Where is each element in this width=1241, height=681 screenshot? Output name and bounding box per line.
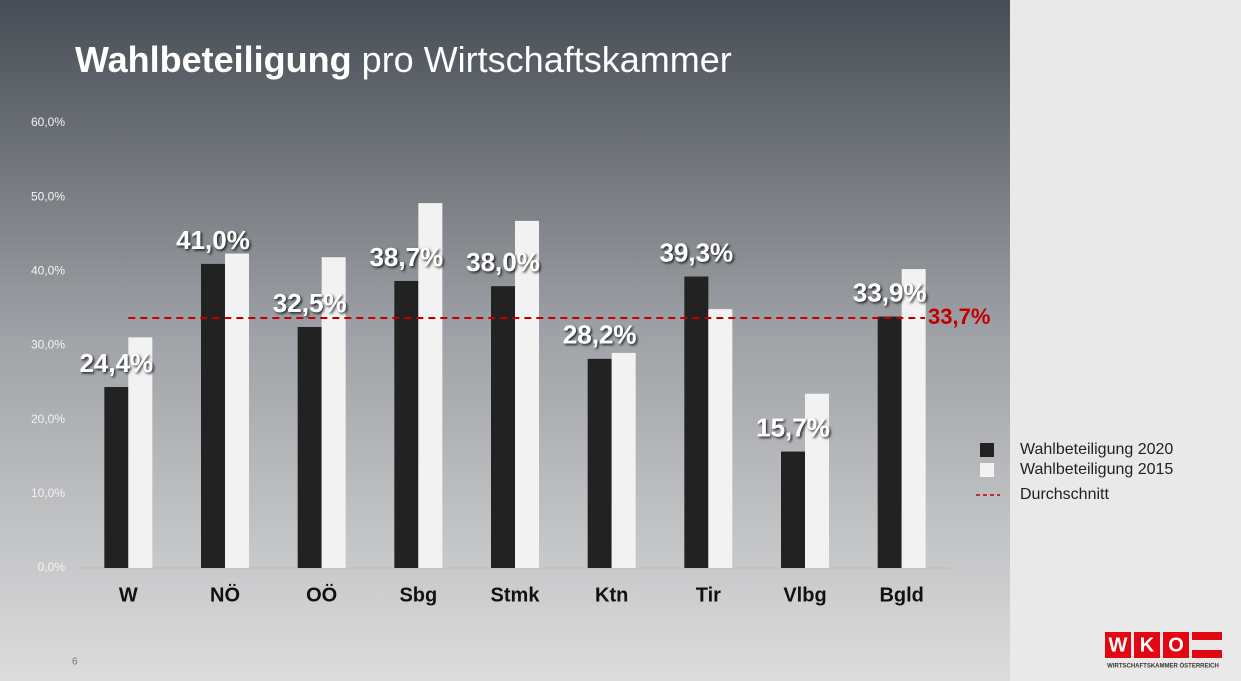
data-label: 41,0%: [176, 225, 250, 255]
bar: [321, 257, 346, 568]
bar: [394, 280, 419, 568]
legend-label: Wahlbeteiligung 2015: [1020, 461, 1173, 478]
data-label: 39,3%: [659, 237, 733, 267]
data-label: 38,7%: [369, 242, 443, 272]
bar: [877, 316, 902, 568]
legend-label: Durchschnitt: [1020, 486, 1109, 503]
data-label: 38,0%: [466, 247, 540, 277]
average-label: 33,7%: [928, 304, 990, 329]
bar: [225, 253, 249, 569]
x-tick-label: Ktn: [595, 584, 628, 606]
x-tick-label: Tir: [696, 584, 721, 606]
bar: [515, 220, 539, 568]
y-tick-label: 10,0%: [31, 486, 65, 500]
data-label: 28,2%: [563, 320, 637, 350]
logo-box: [1163, 632, 1189, 658]
y-tick-label: 40,0%: [31, 264, 65, 278]
logo-text: WIRTSCHAFTSKAMMER ÖSTERREICH: [1107, 663, 1219, 670]
title-rest: pro Wirtschaftskammer: [362, 39, 732, 80]
bar: [901, 269, 926, 568]
bar: [104, 387, 129, 568]
bar: [684, 276, 709, 568]
logo: W K O WIRTSCHAFTSKAMMER ÖSTERREICH: [1105, 632, 1222, 670]
data-label: 15,7%: [756, 412, 830, 442]
logo-box: [1105, 632, 1131, 658]
data-label: 32,5%: [273, 288, 347, 318]
x-tick-label: W: [119, 584, 138, 606]
logo-letter: W: [1109, 634, 1128, 656]
x-tick-label: Vlbg: [783, 584, 826, 606]
bar: [491, 286, 515, 568]
x-tick-label: OÖ: [306, 583, 337, 606]
page-number: 6: [72, 657, 78, 668]
logo-stripe: [1192, 632, 1222, 640]
y-tick-label: 50,0%: [31, 189, 65, 203]
bar: [587, 358, 612, 568]
x-tick-label: NÖ: [210, 583, 240, 606]
y-tick-label: 60,0%: [31, 115, 65, 129]
legend-label: Wahlbeteiligung 2020: [1020, 441, 1173, 458]
legend-swatch: [980, 463, 994, 477]
logo-letter: K: [1140, 634, 1155, 656]
y-tick-label: 0,0%: [38, 560, 66, 574]
bar: [128, 337, 153, 568]
side-panel: [1010, 0, 1241, 681]
y-tick-label: 20,0%: [31, 412, 65, 426]
bar: [201, 263, 225, 568]
x-tick-label: Stmk: [491, 584, 541, 606]
data-label: 33,9%: [853, 277, 927, 307]
title-bold: Wahlbeteiligung: [75, 39, 352, 80]
bar: [805, 393, 829, 568]
logo-box: [1134, 632, 1160, 658]
bar: [611, 352, 636, 568]
legend-swatch: [980, 443, 994, 457]
x-tick-label: Bgld: [879, 584, 923, 606]
bar: [297, 326, 322, 568]
bar: [781, 451, 805, 568]
data-label: 24,4%: [79, 348, 153, 378]
logo-stripe: [1192, 650, 1222, 658]
x-tick-label: Sbg: [399, 584, 437, 606]
logo-letter: O: [1168, 634, 1184, 656]
bar: [708, 309, 733, 568]
bar: [418, 203, 443, 568]
chart-title: Wahlbeteiligung pro Wirtschaftskammer: [75, 39, 732, 80]
y-tick-label: 30,0%: [31, 338, 65, 352]
